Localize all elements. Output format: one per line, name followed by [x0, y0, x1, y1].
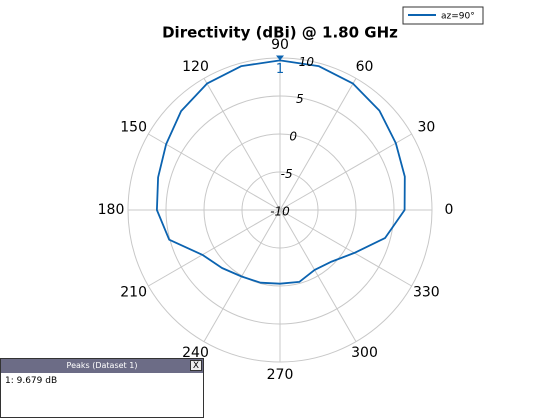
panel-title-bar: Peaks (Dataset 1) X	[1, 359, 203, 373]
grid-spoke	[203, 78, 281, 211]
legend-box	[402, 6, 484, 25]
peak-marker	[276, 55, 284, 61]
r-tick-label: 5	[296, 92, 304, 106]
peak-label: 1	[276, 62, 284, 77]
angle-tick-label: 270	[267, 367, 294, 383]
angle-tick-label: 330	[413, 285, 440, 301]
grid-spoke	[279, 209, 357, 342]
r-tick-label: -5	[281, 167, 293, 181]
angle-tick-label: 60	[356, 59, 374, 75]
r-tick-label: 10	[299, 55, 315, 69]
peaks-panel: Peaks (Dataset 1) X 1: 9.679 dB	[0, 358, 204, 418]
close-button[interactable]: X	[190, 360, 202, 371]
r-tick-label: 0	[289, 130, 297, 144]
grid-spoke	[279, 133, 412, 211]
angle-tick-label: 120	[182, 59, 209, 75]
r-tick-label: -10	[270, 205, 290, 219]
peak-row: 1: 9.679 dB	[5, 376, 58, 386]
grid-spoke	[148, 209, 281, 287]
angle-tick-label: 30	[417, 120, 435, 136]
angle-tick-label: 90	[271, 37, 289, 53]
angle-tick-label: 180	[98, 202, 125, 218]
legend-label: az=90°	[441, 12, 475, 22]
angle-tick-label: 0	[445, 202, 454, 218]
angle-tick-label: 210	[120, 285, 147, 301]
angle-tick-label: 300	[351, 345, 378, 361]
angle-tick-label: 240	[182, 345, 209, 361]
grid-spoke	[148, 133, 281, 211]
grid-spoke	[279, 78, 357, 211]
pattern-line	[156, 59, 406, 285]
panel-title: Peaks (Dataset 1)	[66, 361, 138, 370]
chart-title: Directivity (dBi) @ 1.80 GHz	[162, 24, 398, 42]
angle-tick-label: 150	[120, 120, 147, 136]
grid-spoke	[279, 209, 412, 287]
